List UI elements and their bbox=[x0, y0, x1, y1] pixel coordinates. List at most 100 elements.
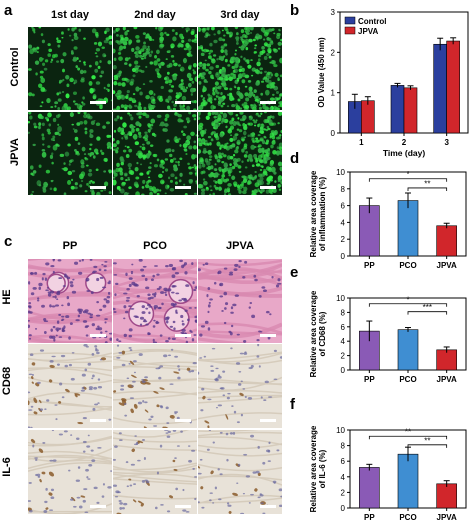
chart-e-bar-pco bbox=[397, 329, 419, 371]
chart-d-ytick-label: 4 bbox=[341, 218, 346, 227]
chart-b-ytick-label: 3 bbox=[331, 8, 336, 17]
chart-f-ytick-label: 10 bbox=[336, 426, 345, 435]
chart-e-xtick-label-jpva: JPVA bbox=[437, 375, 458, 384]
chart-f-xtick-label-pco: PCO bbox=[399, 513, 416, 522]
chart-f-bar-pco bbox=[397, 453, 419, 509]
chart-e-xtick-label-pco: PCO bbox=[399, 375, 416, 384]
chart-b-xlabel: Time (day) bbox=[383, 148, 426, 158]
chart-b-ytick-label: 1 bbox=[331, 89, 336, 98]
chart-f-bar-pp bbox=[359, 467, 380, 509]
chart-b-ytick-label: 0 bbox=[331, 129, 336, 138]
fluorescence-image-control-day1 bbox=[28, 27, 112, 110]
chart-f-significance-label: ** bbox=[405, 428, 411, 437]
chart-e-ylabel: Relative area coverageof CD68 (%) bbox=[309, 290, 327, 377]
chart-e-ytick-label: 2 bbox=[341, 352, 346, 361]
chart-f-ytick-label: 2 bbox=[341, 488, 346, 497]
chart-b-legend-label-jpva: JPVA bbox=[358, 27, 379, 36]
histology-image-il6-pp bbox=[28, 430, 112, 514]
chart-f-ylabel: Relative area coverageof IL-6 (%) bbox=[309, 425, 327, 512]
chart-f-significance-bracket bbox=[368, 435, 448, 440]
chart-b-ytick-label: 2 bbox=[331, 48, 336, 57]
column-header-1st-day: 1st day bbox=[51, 9, 89, 21]
chart-f-xtick-label-pp: PP bbox=[364, 513, 375, 522]
chart-f-significance-label: ** bbox=[424, 436, 430, 445]
column-header-2nd-day: 2nd day bbox=[134, 9, 176, 21]
panel-label-b: b bbox=[290, 2, 300, 19]
chart-d-ytick-label: 0 bbox=[341, 252, 346, 261]
chart-d-ytick-label: 6 bbox=[341, 202, 346, 211]
panel-label-d: d bbox=[290, 150, 300, 167]
histology-image-il6-jpva bbox=[198, 430, 282, 514]
panel-label-f: f bbox=[290, 396, 295, 413]
chart-e-significance-label: *** bbox=[423, 303, 432, 312]
chart-b-xtick-label: 1 bbox=[359, 138, 364, 147]
chart-b-ylabel: OD Value (450 nm) bbox=[317, 37, 326, 108]
chart-e-ytick-label: 10 bbox=[336, 294, 345, 303]
chart-e-bar-jpva bbox=[436, 349, 457, 371]
chart-f-bar-jpva bbox=[436, 483, 457, 509]
chart-b-xtick-label: 2 bbox=[402, 138, 407, 147]
chart-d-xtick-label-jpva: JPVA bbox=[437, 261, 458, 270]
chart-f-ytick-label: 4 bbox=[341, 473, 346, 482]
chart-e-ytick-label: 8 bbox=[341, 308, 346, 317]
chart-b-bar-jpva-day2 bbox=[403, 87, 418, 134]
histology-image-il6-pco bbox=[113, 430, 197, 514]
row-label-il6: IL-6 bbox=[1, 457, 13, 477]
fluorescence-image-jpva-day3 bbox=[198, 112, 282, 195]
chart-f-xtick-label-jpva: JPVA bbox=[437, 513, 458, 522]
chart-d-significance-bracket bbox=[407, 187, 448, 191]
chart-e-significance-bracket bbox=[368, 303, 448, 307]
row-label-jpva: JPVA bbox=[9, 138, 21, 166]
chart-b-legend-swatch-jpva bbox=[344, 26, 356, 35]
chart-d-ytick-label: 2 bbox=[341, 235, 346, 244]
chart-b-xtick-label: 3 bbox=[444, 138, 449, 147]
row-label-cd68: CD68 bbox=[1, 366, 13, 396]
chart-d-bar-pco bbox=[397, 200, 419, 257]
fluorescence-image-control-day3 bbox=[198, 27, 282, 110]
histology-image-cd68-pp bbox=[28, 344, 112, 428]
chart-b-bar-control-day2 bbox=[390, 85, 405, 134]
fluorescence-image-jpva-day2 bbox=[113, 112, 197, 195]
row-label-he: HE bbox=[1, 289, 13, 305]
chart-b-bar-jpva-day1 bbox=[361, 100, 375, 134]
chart-d-xtick-label-pp: PP bbox=[364, 261, 375, 270]
fluorescence-image-control-day2 bbox=[113, 27, 197, 110]
chart-f-ytick-label: 8 bbox=[341, 442, 346, 451]
chart-d-ytick-label: 8 bbox=[341, 185, 346, 194]
column-header-jpva: JPVA bbox=[226, 240, 254, 252]
chart-e-ytick-label: 6 bbox=[341, 323, 346, 332]
chart-d-significance-label: ** bbox=[424, 179, 430, 188]
chart-f-ytick-label: 0 bbox=[341, 504, 346, 513]
chart-d-xtick-label-pco: PCO bbox=[399, 261, 416, 270]
chart-d-significance-bracket bbox=[368, 178, 448, 182]
chart-d-ytick-label: 10 bbox=[336, 168, 345, 177]
histology-image-he-pp bbox=[28, 259, 112, 343]
chart-b-bar-control-day3 bbox=[433, 43, 447, 134]
chart-e-ytick-label: 0 bbox=[341, 366, 346, 375]
chart-d-bar-jpva bbox=[436, 225, 457, 257]
column-header-3rd-day: 3rd day bbox=[220, 9, 260, 21]
chart-b-legend-swatch-control bbox=[344, 16, 356, 25]
chart-f-ytick-label: 6 bbox=[341, 457, 346, 466]
chart-e-ytick-label: 4 bbox=[341, 337, 346, 346]
histology-image-cd68-jpva bbox=[198, 344, 282, 428]
column-header-pp: PP bbox=[62, 240, 78, 252]
histology-image-cd68-pco bbox=[113, 344, 197, 428]
chart-b-od-value: 0 1 2 3 1 2 3 Time (day) OD Value (450 nm) Contro… bbox=[317, 8, 469, 158]
histology-image-he-jpva bbox=[198, 259, 282, 343]
chart-f-significance-bracket bbox=[407, 444, 448, 448]
chart-e-xtick-label-pp: PP bbox=[364, 375, 375, 384]
panel-label-c: c bbox=[4, 233, 13, 250]
fluorescence-image-jpva-day1 bbox=[28, 112, 112, 195]
chart-b-bar-jpva-day3 bbox=[446, 40, 460, 134]
chart-d-ylabel: Relative area coverageof inflammation (%… bbox=[309, 170, 327, 257]
panel-label-e: e bbox=[290, 264, 299, 281]
panel-label-a: a bbox=[4, 2, 13, 19]
chart-e-significance-label: * bbox=[406, 295, 409, 304]
chart-f-il6: 0 2 4 6 8 10 PP PCO JPVA ** ** Relative area covera… bbox=[309, 425, 467, 522]
chart-d-significance-label: * bbox=[406, 170, 409, 179]
histology-image-he-pco bbox=[113, 259, 197, 343]
chart-e-significance-bracket bbox=[407, 311, 448, 315]
